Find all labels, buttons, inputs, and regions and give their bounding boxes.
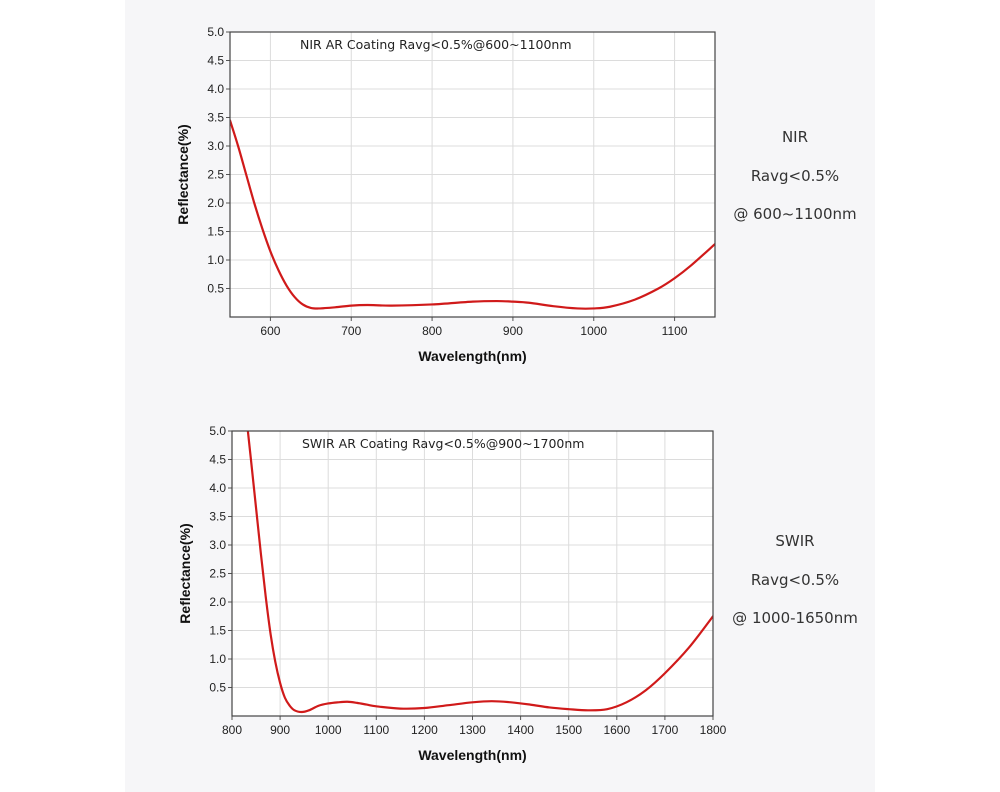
swir-y-tick-label: 5.0: [209, 424, 226, 438]
swir-x-tick-label: 1600: [603, 723, 630, 737]
swir-x-tick-label: 1200: [411, 723, 438, 737]
nir-y-tick-label: 1.5: [207, 225, 224, 239]
swir-reflectance-curve: [246, 431, 713, 714]
swir-x-tick-label: 1100: [363, 723, 389, 737]
nir-y-axis-title: Reflectance(%): [175, 124, 191, 224]
nir-reflectance-curve: [230, 119, 715, 310]
swir-y-tick-label: 1.0: [209, 652, 226, 666]
nir-side-label-line1: NIR: [781, 128, 809, 146]
nir-x-axis-title: Wavelength(nm): [418, 348, 526, 364]
nir-x-tick-label: 1000: [580, 324, 607, 338]
swir-x-tick-label: 1500: [555, 723, 582, 737]
swir-plot-frame: [231, 430, 714, 717]
nir-y-tick-label: 5.0: [207, 25, 224, 39]
nir-x-tick-label: 900: [503, 324, 523, 338]
swir-side-label-line2: Ravg<0.5%: [750, 571, 840, 589]
swir-x-tick-label: 1700: [652, 723, 679, 737]
swir-x-tick-label: 900: [270, 723, 290, 737]
nir-x-tick-label: 1100: [662, 324, 688, 338]
swir-side-label-line1: SWIR: [775, 532, 815, 550]
nir-y-tick-label: 4.0: [207, 82, 224, 96]
swir-x-tick-label: 1400: [507, 723, 534, 737]
nir-y-tick-label: 0.5: [207, 282, 224, 296]
swir-y-tick-label: 1.5: [209, 624, 226, 638]
swir-y-tick-label: 2.0: [209, 595, 226, 609]
nir-y-tick-label: 1.0: [207, 253, 224, 267]
nir-chart-title: NIR AR Coating Ravg<0.5%@600~1100nm: [300, 37, 572, 52]
swir-x-tick-label: 800: [222, 723, 242, 737]
nir-y-tick-label: 4.5: [207, 54, 224, 68]
nir-side-label-line3: @ 600~1100nm: [733, 205, 857, 223]
swir-chart-title: SWIR AR Coating Ravg<0.5%@900~1700nm: [302, 436, 584, 451]
swir-y-tick-label: 2.5: [209, 567, 226, 581]
swir-x-tick-label: 1300: [459, 723, 486, 737]
nir-x-tick-label: 600: [260, 324, 280, 338]
nir-plot-frame: [229, 31, 716, 318]
nir-y-tick-label: 2.0: [207, 196, 224, 210]
nir-side-label-line2: Ravg<0.5%: [750, 167, 840, 185]
nir-y-tick-label: 3.0: [207, 139, 224, 153]
swir-x-tick-label: 1000: [315, 723, 342, 737]
nir-reflectance-chart: 600 700 800 900 1000 1100 0.5 1.0 1.5 2.0 2.5 3.0 3.…: [175, 25, 716, 364]
swir-x-axis-title: Wavelength(nm): [418, 747, 526, 763]
swir-x-tick-label: 1800: [700, 723, 727, 737]
nir-y-tick-label: 2.5: [207, 168, 224, 182]
swir-y-tick-label: 3.5: [209, 510, 226, 524]
nir-x-tick-label: 700: [341, 324, 361, 338]
nir-y-tick-label: 3.5: [207, 111, 224, 125]
swir-y-tick-label: 0.5: [209, 681, 226, 695]
swir-y-tick-label: 4.5: [209, 453, 226, 467]
swir-y-axis-title: Reflectance(%): [177, 523, 193, 623]
swir-y-tick-label: 4.0: [209, 481, 226, 495]
nir-x-tick-label: 800: [422, 324, 442, 338]
swir-side-label-line3: @ 1000-1650nm: [732, 609, 858, 627]
swir-y-tick-label: 3.0: [209, 538, 226, 552]
